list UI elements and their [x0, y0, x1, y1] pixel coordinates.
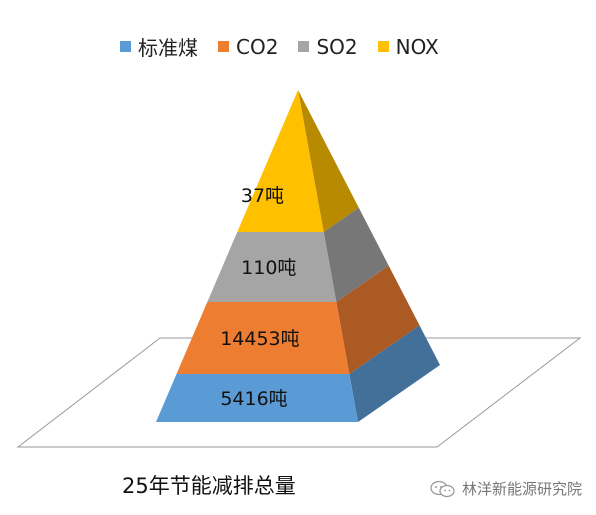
- legend: 标准煤 CO2 SO2 NOX: [120, 32, 459, 61]
- segment-label-3: 37吨: [241, 185, 284, 207]
- pyramid-segment-3: [237, 90, 324, 232]
- legend-item-0: 标准煤: [120, 32, 198, 61]
- legend-item-1: CO2: [218, 35, 278, 59]
- legend-swatch: [218, 41, 229, 52]
- pyramid-segment-1: [176, 302, 350, 374]
- legend-label: SO2: [316, 34, 358, 59]
- legend-swatch: [377, 41, 389, 52]
- pyramid-segment-2: [207, 232, 337, 302]
- pyramid-side-0: [349, 325, 440, 422]
- pyramid-side-2: [323, 207, 389, 302]
- chart-caption: 25年节能减排总量: [122, 474, 296, 498]
- legend-label: CO2: [236, 34, 279, 59]
- watermark: 林洋新能源研究院: [430, 478, 582, 499]
- pyramid-side-3: [298, 90, 359, 232]
- wechat-icon: [430, 480, 455, 497]
- legend-label: NOX: [395, 34, 439, 59]
- segment-label-2: 110吨: [241, 257, 296, 279]
- legend-item-2: SO2: [298, 34, 358, 59]
- legend-item-3: NOX: [377, 34, 439, 59]
- legend-label: 标准煤: [138, 36, 198, 60]
- segment-label-1: 14453吨: [220, 328, 299, 350]
- segment-label-0: 5416吨: [220, 388, 287, 410]
- pyramid-segment-0: [156, 374, 358, 422]
- legend-swatch: [120, 41, 131, 52]
- watermark-text: 林洋新能源研究院: [461, 480, 582, 498]
- legend-swatch: [298, 41, 310, 52]
- pyramid-side-1: [336, 265, 420, 374]
